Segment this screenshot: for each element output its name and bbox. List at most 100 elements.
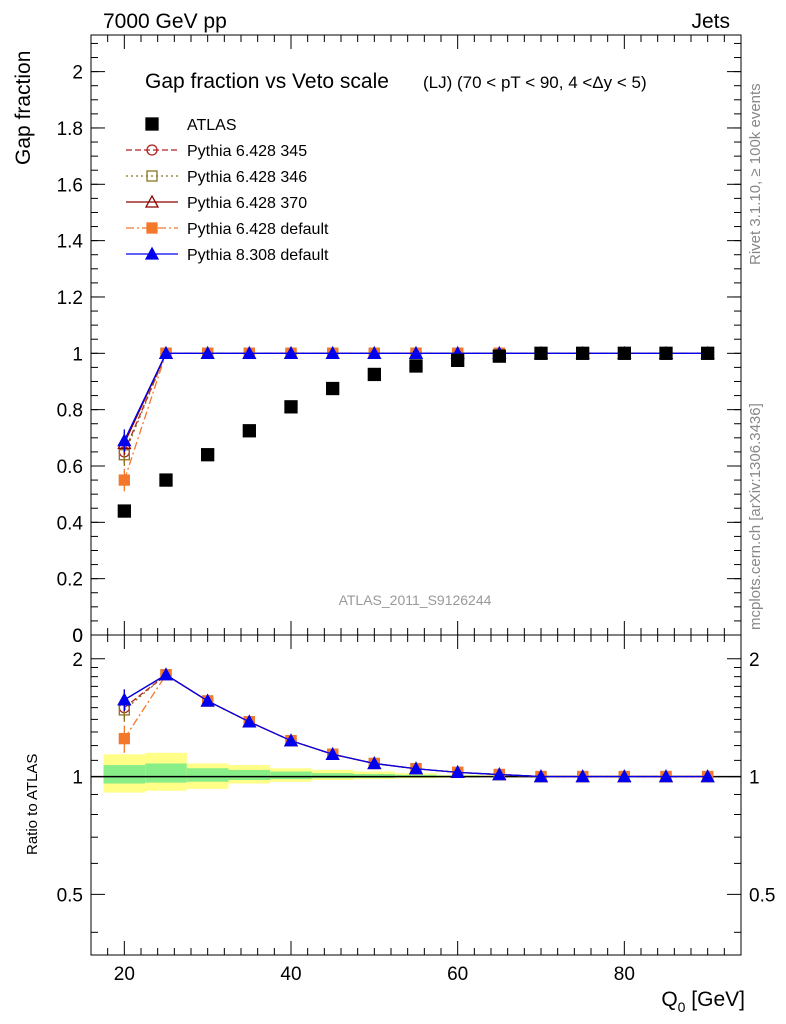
ratio-data-point (533, 769, 549, 783)
data-point (117, 504, 131, 518)
ratio-data-point (118, 732, 130, 745)
data-point (492, 349, 506, 363)
legend-entry: Pythia 6.428 345 (126, 143, 307, 160)
main-y-tick-label: 0.6 (57, 457, 83, 478)
data-point (326, 381, 340, 396)
legend-entry: Pythia 6.428 346 (126, 169, 307, 186)
main-y-tick-label: 1.8 (57, 119, 83, 140)
process-label: Jets (691, 10, 730, 33)
legend-label: Pythia 6.428 345 (187, 143, 307, 160)
ratio-data-point (158, 667, 174, 681)
ratio-series-layer (117, 667, 715, 783)
ratio-y-tick-label-right: 1 (749, 768, 760, 789)
main-y-tick-label: 0.4 (57, 513, 84, 534)
ratio-data-point (200, 693, 215, 707)
ratio-y-tick-label-left: 0.5 (57, 885, 83, 906)
ratio-y-axis: 0.5 0.5 1 1 2 2 (57, 650, 775, 933)
main-y-tick-label: 1 (72, 344, 83, 365)
main-y-tick-label: 0.2 (57, 570, 83, 591)
legend-label: Pythia 8.308 default (187, 247, 329, 264)
x-tick-label: 20 (114, 964, 135, 985)
data-point (534, 346, 548, 360)
legend-label: Pythia 6.428 default (187, 221, 329, 238)
ratio-y-tick-label-right: 0.5 (749, 885, 775, 906)
ratio-band-green (311, 773, 354, 779)
ratio-data-point (117, 692, 132, 706)
energy-label: 7000 GeV pp (103, 10, 227, 33)
ratio-y-tick-label-left: 1 (72, 768, 83, 789)
x-axis-title-unit: [GeV] (685, 988, 745, 1011)
ratio-band-green (186, 768, 229, 782)
data-point (367, 345, 382, 359)
x-tick-label: 60 (447, 964, 468, 985)
data-point (659, 346, 673, 360)
x-axis: 20 40 60 80 (107, 35, 725, 985)
data-point (200, 345, 215, 359)
ratio-data-point (450, 765, 465, 779)
legend-entry: Pythia 8.308 default (126, 246, 329, 264)
legend-marker (146, 170, 158, 182)
ratio-data-point (283, 733, 299, 747)
data-point (367, 367, 381, 382)
legend-marker (146, 144, 158, 156)
legend-marker (146, 222, 158, 234)
side-label-version: Rivet 3.1.10, ≥ 100k events (747, 83, 764, 265)
ratio-band-green (270, 771, 312, 780)
data-point (284, 400, 298, 414)
ratio-data-point (658, 769, 674, 783)
main-y-tick-label: 1.2 (57, 288, 83, 309)
main-y-tick-label: 0 (72, 626, 83, 647)
side-label-ref: mcplots.cern.ch [arXiv:1306.3436] (747, 403, 764, 630)
main-y-axis-title: Gap fraction (12, 51, 35, 165)
series-atlas (117, 346, 715, 518)
x-axis-title-symbol: Q (661, 988, 677, 1011)
data-point (118, 474, 130, 486)
legend-marker (145, 117, 159, 131)
data-point (617, 346, 631, 360)
data-point (242, 424, 256, 438)
ratio-data-point (492, 767, 507, 781)
x-axis-title: Q0 [GeV] (661, 988, 745, 1015)
data-point (451, 353, 465, 368)
legend: ATLAS Pythia 6.428 345 Pythia 6.428 346 Pyt… (126, 117, 329, 264)
legend-marker (144, 246, 160, 260)
data-point (325, 345, 340, 359)
data-point (201, 448, 215, 462)
ratio-data-point (617, 769, 632, 783)
main-y-tick-label: 1.6 (57, 175, 83, 196)
x-axis-title-subscript: 0 (678, 999, 686, 1015)
ratio-data-point (575, 769, 590, 783)
ratio-band-green (103, 765, 146, 784)
data-point (159, 473, 173, 487)
ratio-y-tick-label-left: 2 (72, 650, 83, 671)
legend-marker (144, 194, 160, 208)
main-y-tick-label: 0.8 (57, 401, 83, 422)
data-point (408, 345, 424, 359)
ratio-series-pythia-8-308-default (117, 667, 715, 783)
legend-label: Pythia 6.428 346 (187, 169, 307, 186)
ratio-data-point (367, 756, 382, 770)
data-point (701, 346, 715, 360)
ratio-uncertainty-bands (91, 752, 741, 793)
x-tick-label: 40 (280, 964, 301, 985)
data-point (117, 433, 132, 447)
analysis-label: ATLAS_2011_S9126244 (339, 592, 492, 608)
ratio-data-point (242, 714, 257, 728)
main-y-tick-label-zero: 0 (72, 626, 83, 647)
x-tick-label: 80 (614, 964, 635, 985)
data-point (409, 359, 423, 373)
ratio-panel-frame (90, 634, 742, 956)
legend-entry: Pythia 6.428 370 (126, 194, 307, 212)
ratio-band-green (228, 769, 271, 780)
main-y-axis: 00.20.40.60.811.21.41.61.820 (57, 42, 741, 647)
data-point (242, 345, 257, 359)
ratio-data-point (700, 769, 715, 783)
legend-label: Pythia 6.428 370 (187, 195, 307, 212)
data-point (283, 345, 299, 359)
ratio-band-green (145, 763, 187, 783)
main-series-layer (117, 345, 715, 518)
ratio-data-point (325, 746, 340, 760)
plot-title-suffix: (LJ) (70 < pT < 90, 4 <Δy < 5) (423, 73, 647, 92)
